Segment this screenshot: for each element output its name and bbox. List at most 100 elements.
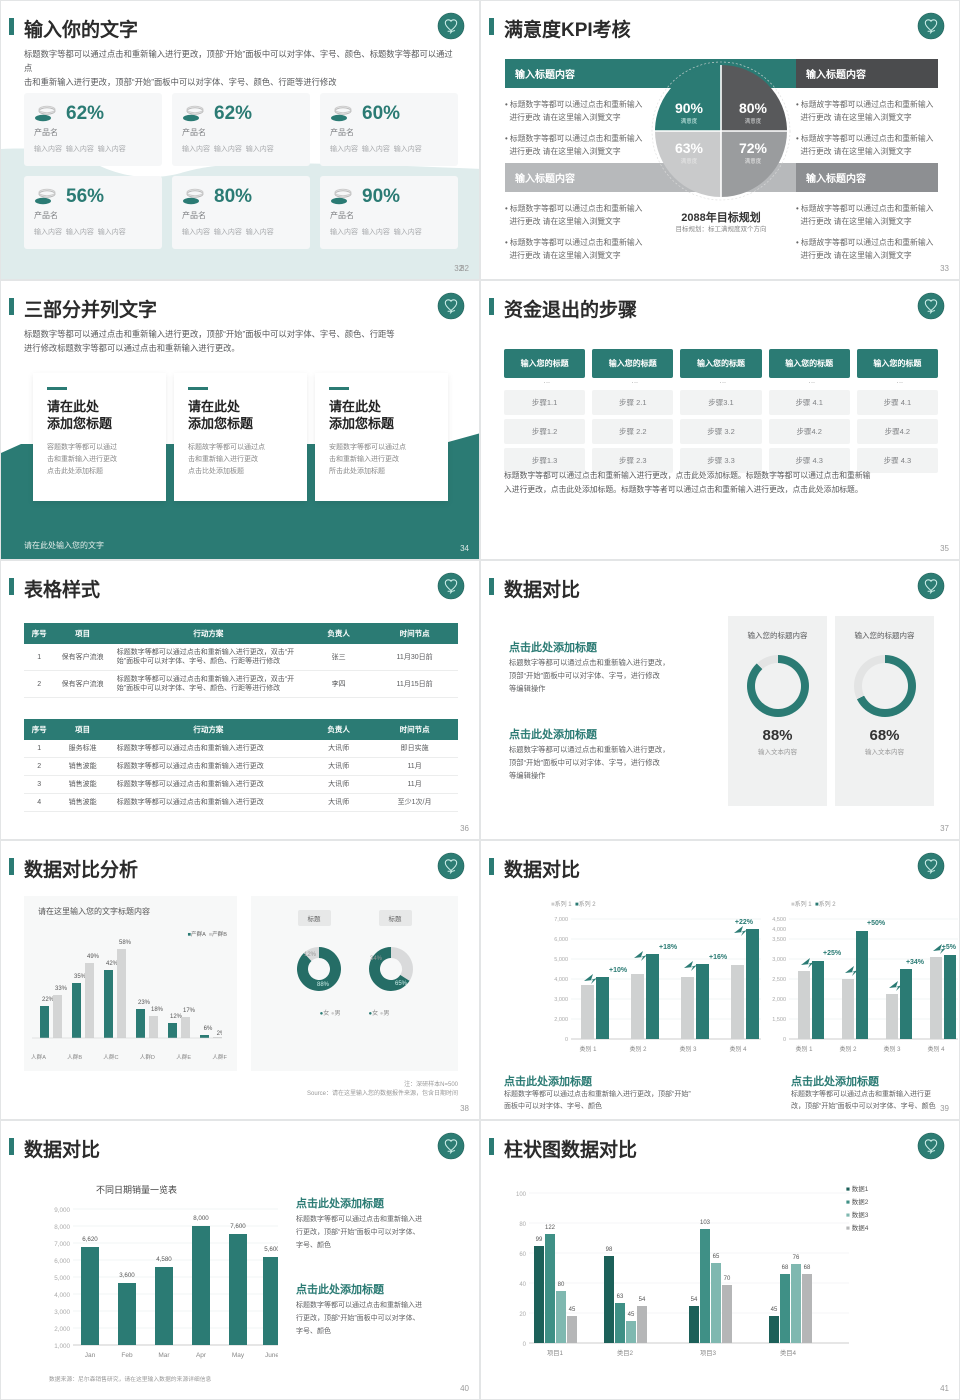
- svg-text:6,620: 6,620: [82, 1236, 98, 1243]
- svg-text:+34%: +34%: [906, 959, 925, 966]
- svg-text:类别 1: 类别 1: [795, 1045, 813, 1053]
- svg-text:3,000: 3,000: [54, 1309, 70, 1316]
- svg-text:满意度: 满意度: [745, 157, 762, 165]
- svg-text:Mar: Mar: [158, 1352, 170, 1359]
- svg-text:45: 45: [771, 1307, 778, 1313]
- svg-text:June: June: [265, 1352, 278, 1359]
- svg-text:3,000: 3,000: [554, 997, 568, 1003]
- svg-text:54: 54: [691, 1297, 698, 1303]
- svg-text:May: May: [232, 1352, 245, 1359]
- svg-text:类别 3: 类别 3: [679, 1045, 697, 1053]
- svg-text:103: 103: [700, 1220, 711, 1226]
- svg-text:类别 1: 类别 1: [579, 1045, 597, 1053]
- svg-text:35%: 35%: [74, 974, 87, 980]
- svg-text:54: 54: [639, 1297, 646, 1303]
- svg-text:6,000: 6,000: [554, 937, 568, 943]
- svg-text:33%: 33%: [55, 986, 68, 992]
- svg-text:4,000: 4,000: [772, 927, 786, 933]
- svg-text:1,500: 1,500: [772, 1017, 786, 1023]
- svg-text:+22%: +22%: [735, 919, 754, 926]
- svg-text:+18%: +18%: [659, 944, 678, 951]
- svg-text:9,000: 9,000: [54, 1207, 70, 1214]
- svg-text:7,000: 7,000: [554, 917, 568, 923]
- svg-text:3,600: 3,600: [119, 1272, 135, 1279]
- svg-text:项目3: 项目3: [700, 1349, 717, 1357]
- svg-text:7,600: 7,600: [230, 1223, 246, 1230]
- svg-text:20: 20: [519, 1312, 526, 1318]
- svg-text:类别 4: 类别 4: [927, 1045, 945, 1053]
- svg-text:2%: 2%: [217, 1031, 222, 1037]
- svg-text:88%: 88%: [316, 982, 329, 988]
- svg-text:98: 98: [606, 1247, 613, 1253]
- svg-text:0: 0: [783, 1037, 786, 1043]
- svg-text:Jan: Jan: [85, 1352, 96, 1359]
- svg-text:满意度: 满意度: [681, 117, 698, 125]
- svg-text:4,000: 4,000: [54, 1292, 70, 1299]
- svg-text:类别 4: 类别 4: [729, 1045, 747, 1053]
- svg-text:70: 70: [724, 1276, 731, 1282]
- svg-text:类别 2: 类别 2: [629, 1045, 647, 1053]
- svg-text:40: 40: [519, 1282, 526, 1288]
- svg-text:63%: 63%: [675, 140, 704, 156]
- svg-text:22%: 22%: [42, 997, 55, 1003]
- svg-text:7,000: 7,000: [54, 1241, 70, 1248]
- svg-text:8,000: 8,000: [193, 1215, 209, 1222]
- svg-text:类别 2: 类别 2: [839, 1045, 857, 1053]
- svg-text:4,580: 4,580: [156, 1256, 172, 1263]
- svg-text:1,000: 1,000: [54, 1343, 70, 1350]
- svg-text:3,500: 3,500: [772, 937, 786, 943]
- svg-text:68: 68: [804, 1265, 811, 1271]
- svg-text:2,000: 2,000: [772, 997, 786, 1003]
- svg-text:80: 80: [558, 1282, 565, 1288]
- svg-text:2,000: 2,000: [54, 1326, 70, 1333]
- svg-text:68: 68: [782, 1265, 789, 1271]
- svg-text:12%: 12%: [170, 1014, 183, 1020]
- svg-text:65: 65: [713, 1254, 720, 1260]
- svg-text:Feb: Feb: [121, 1352, 133, 1359]
- svg-text:45: 45: [569, 1307, 576, 1313]
- svg-text:+16%: +16%: [709, 954, 728, 961]
- svg-text:76: 76: [793, 1255, 800, 1261]
- svg-text:122: 122: [545, 1225, 556, 1231]
- svg-text:45: 45: [628, 1312, 635, 1318]
- svg-text:6,000: 6,000: [54, 1258, 70, 1265]
- svg-text:+10%: +10%: [609, 967, 628, 974]
- svg-text:99: 99: [536, 1237, 543, 1243]
- svg-text:5,600: 5,600: [264, 1246, 278, 1253]
- svg-text:90%: 90%: [675, 100, 704, 116]
- svg-text:6%: 6%: [204, 1026, 213, 1032]
- svg-text:34%: 34%: [369, 956, 382, 962]
- svg-text:4,000: 4,000: [554, 977, 568, 983]
- svg-text:65%: 65%: [394, 981, 407, 987]
- svg-text:17%: 17%: [183, 1008, 196, 1014]
- svg-text:42%: 42%: [106, 961, 119, 967]
- svg-text:满意度: 满意度: [681, 157, 698, 165]
- svg-text:72%: 72%: [739, 140, 768, 156]
- svg-text:80: 80: [519, 1222, 526, 1228]
- svg-text:5,000: 5,000: [54, 1275, 70, 1282]
- svg-text:80%: 80%: [739, 100, 768, 116]
- svg-text:12%: 12%: [303, 952, 316, 958]
- svg-text:8,000: 8,000: [54, 1224, 70, 1231]
- svg-text:63: 63: [617, 1294, 624, 1300]
- svg-text:3,000: 3,000: [772, 957, 786, 963]
- svg-text:2,000: 2,000: [554, 1017, 568, 1023]
- svg-text:5,000: 5,000: [554, 957, 568, 963]
- svg-text:+25%: +25%: [823, 950, 842, 957]
- svg-text:23%: 23%: [138, 1000, 151, 1006]
- svg-text:项目1: 项目1: [547, 1349, 564, 1357]
- svg-text:0: 0: [523, 1342, 527, 1348]
- svg-text:100: 100: [516, 1192, 527, 1198]
- svg-text:Apr: Apr: [196, 1352, 207, 1359]
- svg-text:+50%: +50%: [867, 920, 886, 927]
- svg-text:49%: 49%: [87, 954, 100, 960]
- svg-text:0: 0: [565, 1037, 568, 1043]
- svg-text:类目2: 类目2: [617, 1348, 634, 1357]
- svg-text:类别 3: 类别 3: [883, 1045, 901, 1053]
- svg-text:满意度: 满意度: [745, 117, 762, 125]
- svg-text:58%: 58%: [119, 940, 132, 946]
- svg-text:60: 60: [519, 1252, 526, 1258]
- svg-text:类目4: 类目4: [780, 1348, 797, 1357]
- svg-text:18%: 18%: [151, 1007, 164, 1013]
- svg-text:4,500: 4,500: [772, 917, 786, 923]
